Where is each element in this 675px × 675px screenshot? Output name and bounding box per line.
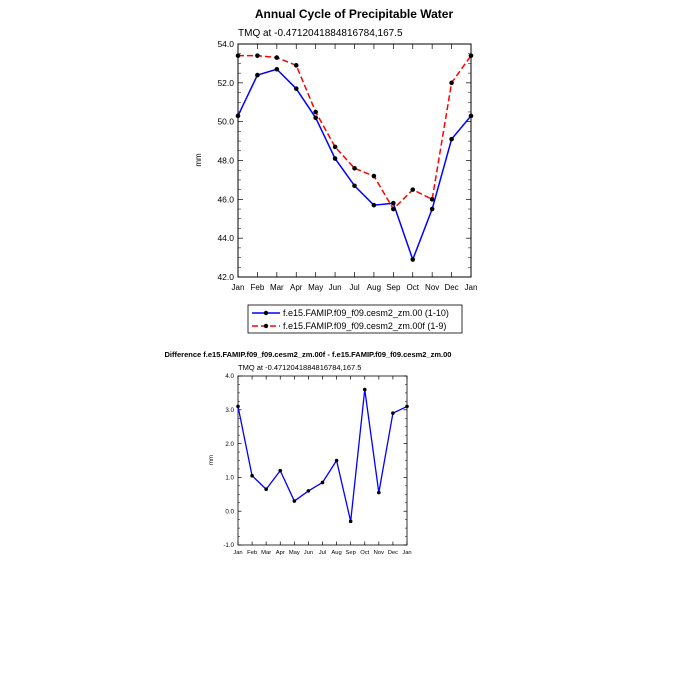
- plot-frame: [237, 43, 472, 278]
- legend-box: [247, 304, 463, 334]
- series-1-point: [236, 404, 240, 409]
- series-1-point: [410, 257, 416, 262]
- x-tick-label: Sep: [346, 550, 356, 556]
- y-tick-label: 44.0: [217, 233, 234, 243]
- series-2-point: [332, 144, 338, 150]
- bottom-plot-area: -1.0 0.0 1.0 2.0 3.0 4.0 Jan Feb Mar Apr May Jun Jul…: [223, 373, 411, 556]
- series-2-point: [235, 53, 241, 58]
- y-tick-label: 3.0: [225, 407, 234, 414]
- series-1-point: [250, 473, 254, 478]
- legend-marker-series-2: [263, 323, 269, 329]
- plot-frame: [237, 375, 408, 546]
- series-1-point: [371, 202, 377, 208]
- x-tick-label: Jan: [232, 283, 245, 292]
- series-1-point: [320, 480, 325, 485]
- x-tick-label: Jan: [402, 550, 411, 556]
- series-1-point: [274, 66, 280, 72]
- x-tick-label: May: [308, 283, 323, 292]
- series-1-point: [352, 183, 357, 189]
- x-tick-label: Jun: [329, 283, 342, 292]
- x-tick-label: Feb: [247, 550, 257, 556]
- series-1-point: [332, 156, 338, 161]
- x-tick-label: Nov: [374, 550, 384, 556]
- x-tick-label: Dec: [444, 283, 458, 292]
- legend: f.e15.FAMIP.f09_f09.cesm2_zm.00 (1-10) f…: [247, 304, 463, 334]
- top-chart-ylabel: mm: [194, 153, 203, 167]
- series-1-point: [313, 115, 318, 121]
- series-2-point: [255, 53, 260, 58]
- legend-label-series-1: f.e15.FAMIP.f09_f09.cesm2_zm.00 (1-10): [283, 308, 449, 318]
- series-1-point: [278, 468, 283, 473]
- legend-marker-series-1: [263, 310, 269, 316]
- x-tick-label: Feb: [251, 283, 265, 292]
- x-tick-label: Jan: [233, 550, 242, 556]
- x-tick-label: Mar: [270, 283, 284, 292]
- series-1-point: [377, 490, 381, 495]
- series-2-point: [468, 53, 474, 58]
- series-line-1: [237, 68, 472, 261]
- y-tick-label: 4.0: [225, 373, 234, 380]
- x-tick-label: Nov: [425, 283, 439, 292]
- x-tick-label: Jan: [465, 283, 478, 292]
- series-1-point: [292, 499, 297, 503]
- series-1-point: [235, 113, 241, 119]
- top-chart-subtitle: TMQ at -0.4712041884816784,167.5: [238, 28, 403, 39]
- x-tick-label: Apr: [276, 550, 285, 556]
- series-1-point: [391, 200, 396, 206]
- y-tick-label: 52.0: [217, 78, 234, 88]
- series-2-point: [371, 173, 377, 179]
- series-1-point: [306, 489, 311, 493]
- series-line-1: [237, 388, 408, 522]
- y-tick-label: 42.0: [217, 272, 234, 282]
- series-1-point: [264, 487, 268, 492]
- series-1-point: [293, 86, 299, 91]
- series-2-point: [449, 80, 454, 86]
- y-tick-label: 46.0: [217, 194, 234, 204]
- top-plot-area: 42.0 44.0 46.0 48.0 50.0 52.0 54.0 Jan Feb Mar Apr…: [217, 39, 477, 292]
- series-1-point: [348, 519, 353, 524]
- series-1-point: [468, 113, 474, 119]
- series-1-point: [362, 387, 367, 392]
- bottom-chart-title: Difference f.e15.FAMIP.f09_f09.cesm2_zm.…: [165, 350, 452, 359]
- x-tick-label: May: [289, 550, 300, 556]
- y-tick-label: 1.0: [225, 475, 234, 482]
- x-tick-label: Mar: [261, 550, 271, 556]
- x-tick-label: Oct: [407, 283, 420, 292]
- series-2-point: [391, 206, 396, 212]
- x-tick-label: Oct: [360, 550, 369, 556]
- series-1-point: [334, 458, 339, 463]
- series-2-point: [313, 109, 318, 115]
- series-2-point: [429, 197, 435, 202]
- series-1-point: [391, 411, 395, 415]
- x-tick-label: Aug: [367, 283, 381, 292]
- y-tick-label: 0.0: [225, 508, 234, 515]
- y-tick-label: 2.0: [225, 441, 234, 448]
- series-1-point: [429, 206, 435, 212]
- x-tick-label: Dec: [388, 550, 398, 556]
- x-tick-label: Jul: [349, 283, 359, 292]
- series-2-point: [410, 187, 416, 192]
- series-2-point: [274, 55, 280, 60]
- y-tick-label: 50.0: [217, 117, 234, 127]
- x-tick-label: Apr: [290, 283, 303, 292]
- x-tick-label: Aug: [331, 550, 341, 556]
- top-chart-title: Annual Cycle of Precipitable Water: [255, 7, 454, 21]
- series-2-point: [352, 165, 357, 171]
- series-2-point: [293, 63, 299, 68]
- bottom-chart-subtitle: TMQ at -0.4712041884816784,167.5: [238, 363, 361, 372]
- bottom-chart-ylabel: mm: [209, 455, 215, 465]
- y-tick-label: 54.0: [217, 39, 234, 49]
- y-tick-label: 48.0: [217, 155, 234, 165]
- y-tick-label: -1.0: [223, 542, 234, 549]
- x-tick-label: Jun: [304, 550, 313, 556]
- x-tick-label: Sep: [386, 283, 401, 292]
- series-1-point: [255, 72, 260, 78]
- series-1-point: [405, 404, 409, 409]
- series-1-point: [449, 136, 454, 142]
- legend-label-series-2: f.e15.FAMIP.f09_f09.cesm2_zm.00f (1-9): [283, 321, 446, 331]
- x-tick-label: Jul: [319, 550, 326, 556]
